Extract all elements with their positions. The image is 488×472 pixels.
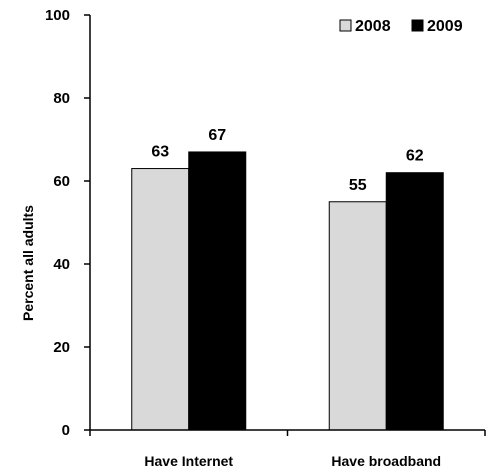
legend-label-2008: 2008: [355, 18, 391, 35]
bar-2008-2: [328, 201, 387, 431]
category-label: Have broadband: [331, 453, 441, 469]
data-label: 67: [208, 127, 226, 144]
y-tick-label: 20: [53, 339, 70, 356]
bar-2008-1: [131, 168, 190, 431]
data-label: 63: [151, 144, 169, 161]
data-labels: 63 67 55 62: [151, 127, 423, 194]
data-label: 62: [406, 148, 424, 165]
y-axis-title: Percent all adults: [20, 205, 36, 321]
category-labels: Have Internet Have broadband: [144, 453, 441, 469]
bar-2009-1: [188, 151, 247, 431]
y-axis-ticks: 0 20 40 60 80 100: [45, 7, 90, 439]
legend-swatch-2009: [411, 19, 424, 32]
y-tick-label: 100: [45, 7, 70, 24]
y-tick-label: 60: [53, 173, 70, 190]
bars: [131, 151, 444, 431]
data-label: 55: [349, 177, 367, 194]
category-label: Have Internet: [144, 453, 233, 469]
legend: 2008 2009: [339, 18, 463, 35]
y-tick-label: 80: [53, 90, 70, 107]
legend-swatch-2008: [339, 19, 352, 32]
y-tick-label: 0: [62, 422, 70, 439]
axes: [89, 15, 486, 436]
bar-2009-2: [385, 172, 444, 431]
y-tick-label: 40: [53, 256, 70, 273]
legend-label-2009: 2009: [427, 18, 463, 35]
